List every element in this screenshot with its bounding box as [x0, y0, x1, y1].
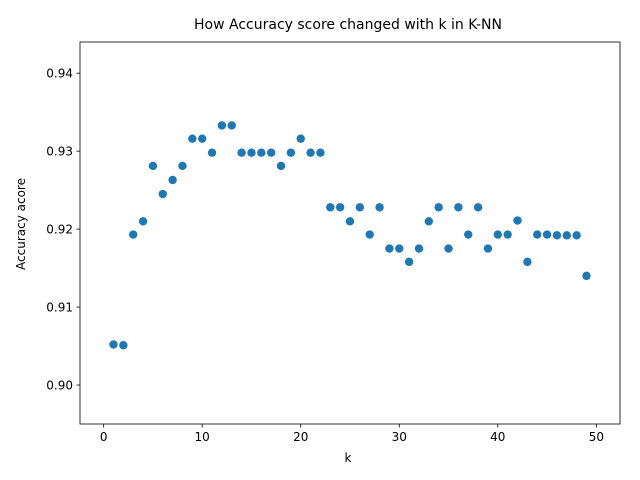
- data-point: [227, 121, 236, 130]
- plot-area: [79, 41, 621, 425]
- data-point: [217, 121, 227, 130]
- y-axis: 0.90 0.91 0.92 0.93 0.94: [46, 67, 80, 393]
- data-point: [434, 203, 443, 212]
- x-tick-label: 30: [392, 430, 407, 444]
- data-point: [138, 217, 148, 226]
- data-point: [306, 148, 315, 157]
- data-point: [493, 230, 503, 239]
- data-point: [247, 148, 256, 157]
- y-tick-label: 0.91: [46, 301, 73, 315]
- data-point: [326, 203, 335, 212]
- y-tick-label: 0.90: [46, 379, 73, 393]
- data-point: [237, 148, 246, 157]
- data-point: [355, 203, 365, 212]
- y-tick-label: 0.93: [46, 145, 73, 159]
- data-point: [513, 216, 522, 225]
- data-points: [109, 121, 591, 350]
- data-point: [148, 161, 158, 171]
- data-point: [335, 203, 345, 212]
- data-point: [345, 217, 355, 226]
- data-point: [109, 340, 118, 349]
- data-point: [365, 230, 374, 239]
- data-point: [188, 134, 197, 143]
- data-point: [296, 134, 305, 143]
- data-point: [444, 244, 453, 253]
- data-point: [414, 244, 424, 253]
- data-point: [533, 230, 542, 239]
- data-point: [454, 203, 463, 212]
- data-point: [276, 161, 286, 171]
- x-axis: 0 10 20 30 40 50: [100, 424, 604, 444]
- data-point: [316, 148, 325, 157]
- x-tick-label: 20: [293, 430, 308, 444]
- data-point: [542, 230, 552, 239]
- plot-frame: [79, 41, 621, 425]
- data-point: [207, 148, 217, 157]
- data-point: [473, 203, 483, 212]
- data-point: [572, 231, 581, 240]
- data-point: [168, 175, 177, 185]
- chart-title: How Accuracy score changed with k in K-N…: [194, 17, 502, 33]
- y-axis-label: Accuracy acore: [14, 178, 28, 270]
- data-point: [158, 189, 167, 199]
- data-point: [552, 231, 562, 240]
- data-point: [464, 230, 473, 239]
- data-point: [582, 271, 591, 281]
- data-point: [562, 231, 571, 240]
- data-point: [424, 217, 434, 226]
- data-point: [178, 161, 187, 171]
- data-point: [503, 230, 512, 239]
- data-point: [197, 134, 207, 143]
- data-point: [375, 203, 384, 212]
- data-point: [266, 148, 276, 157]
- x-tick-label: 50: [589, 430, 604, 444]
- data-point: [395, 244, 404, 253]
- x-tick-label: 0: [100, 430, 108, 444]
- data-point: [523, 257, 532, 267]
- data-point: [129, 230, 138, 239]
- x-tick-label: 10: [195, 430, 210, 444]
- data-point: [385, 244, 394, 253]
- x-axis-label: k: [345, 451, 352, 465]
- data-point: [119, 341, 128, 350]
- x-tick-label: 40: [490, 430, 505, 444]
- y-tick-label: 0.94: [46, 67, 73, 81]
- data-point: [286, 148, 296, 157]
- data-point: [404, 257, 414, 267]
- data-point: [483, 244, 493, 253]
- data-point: [257, 148, 266, 157]
- y-tick-label: 0.92: [46, 223, 73, 237]
